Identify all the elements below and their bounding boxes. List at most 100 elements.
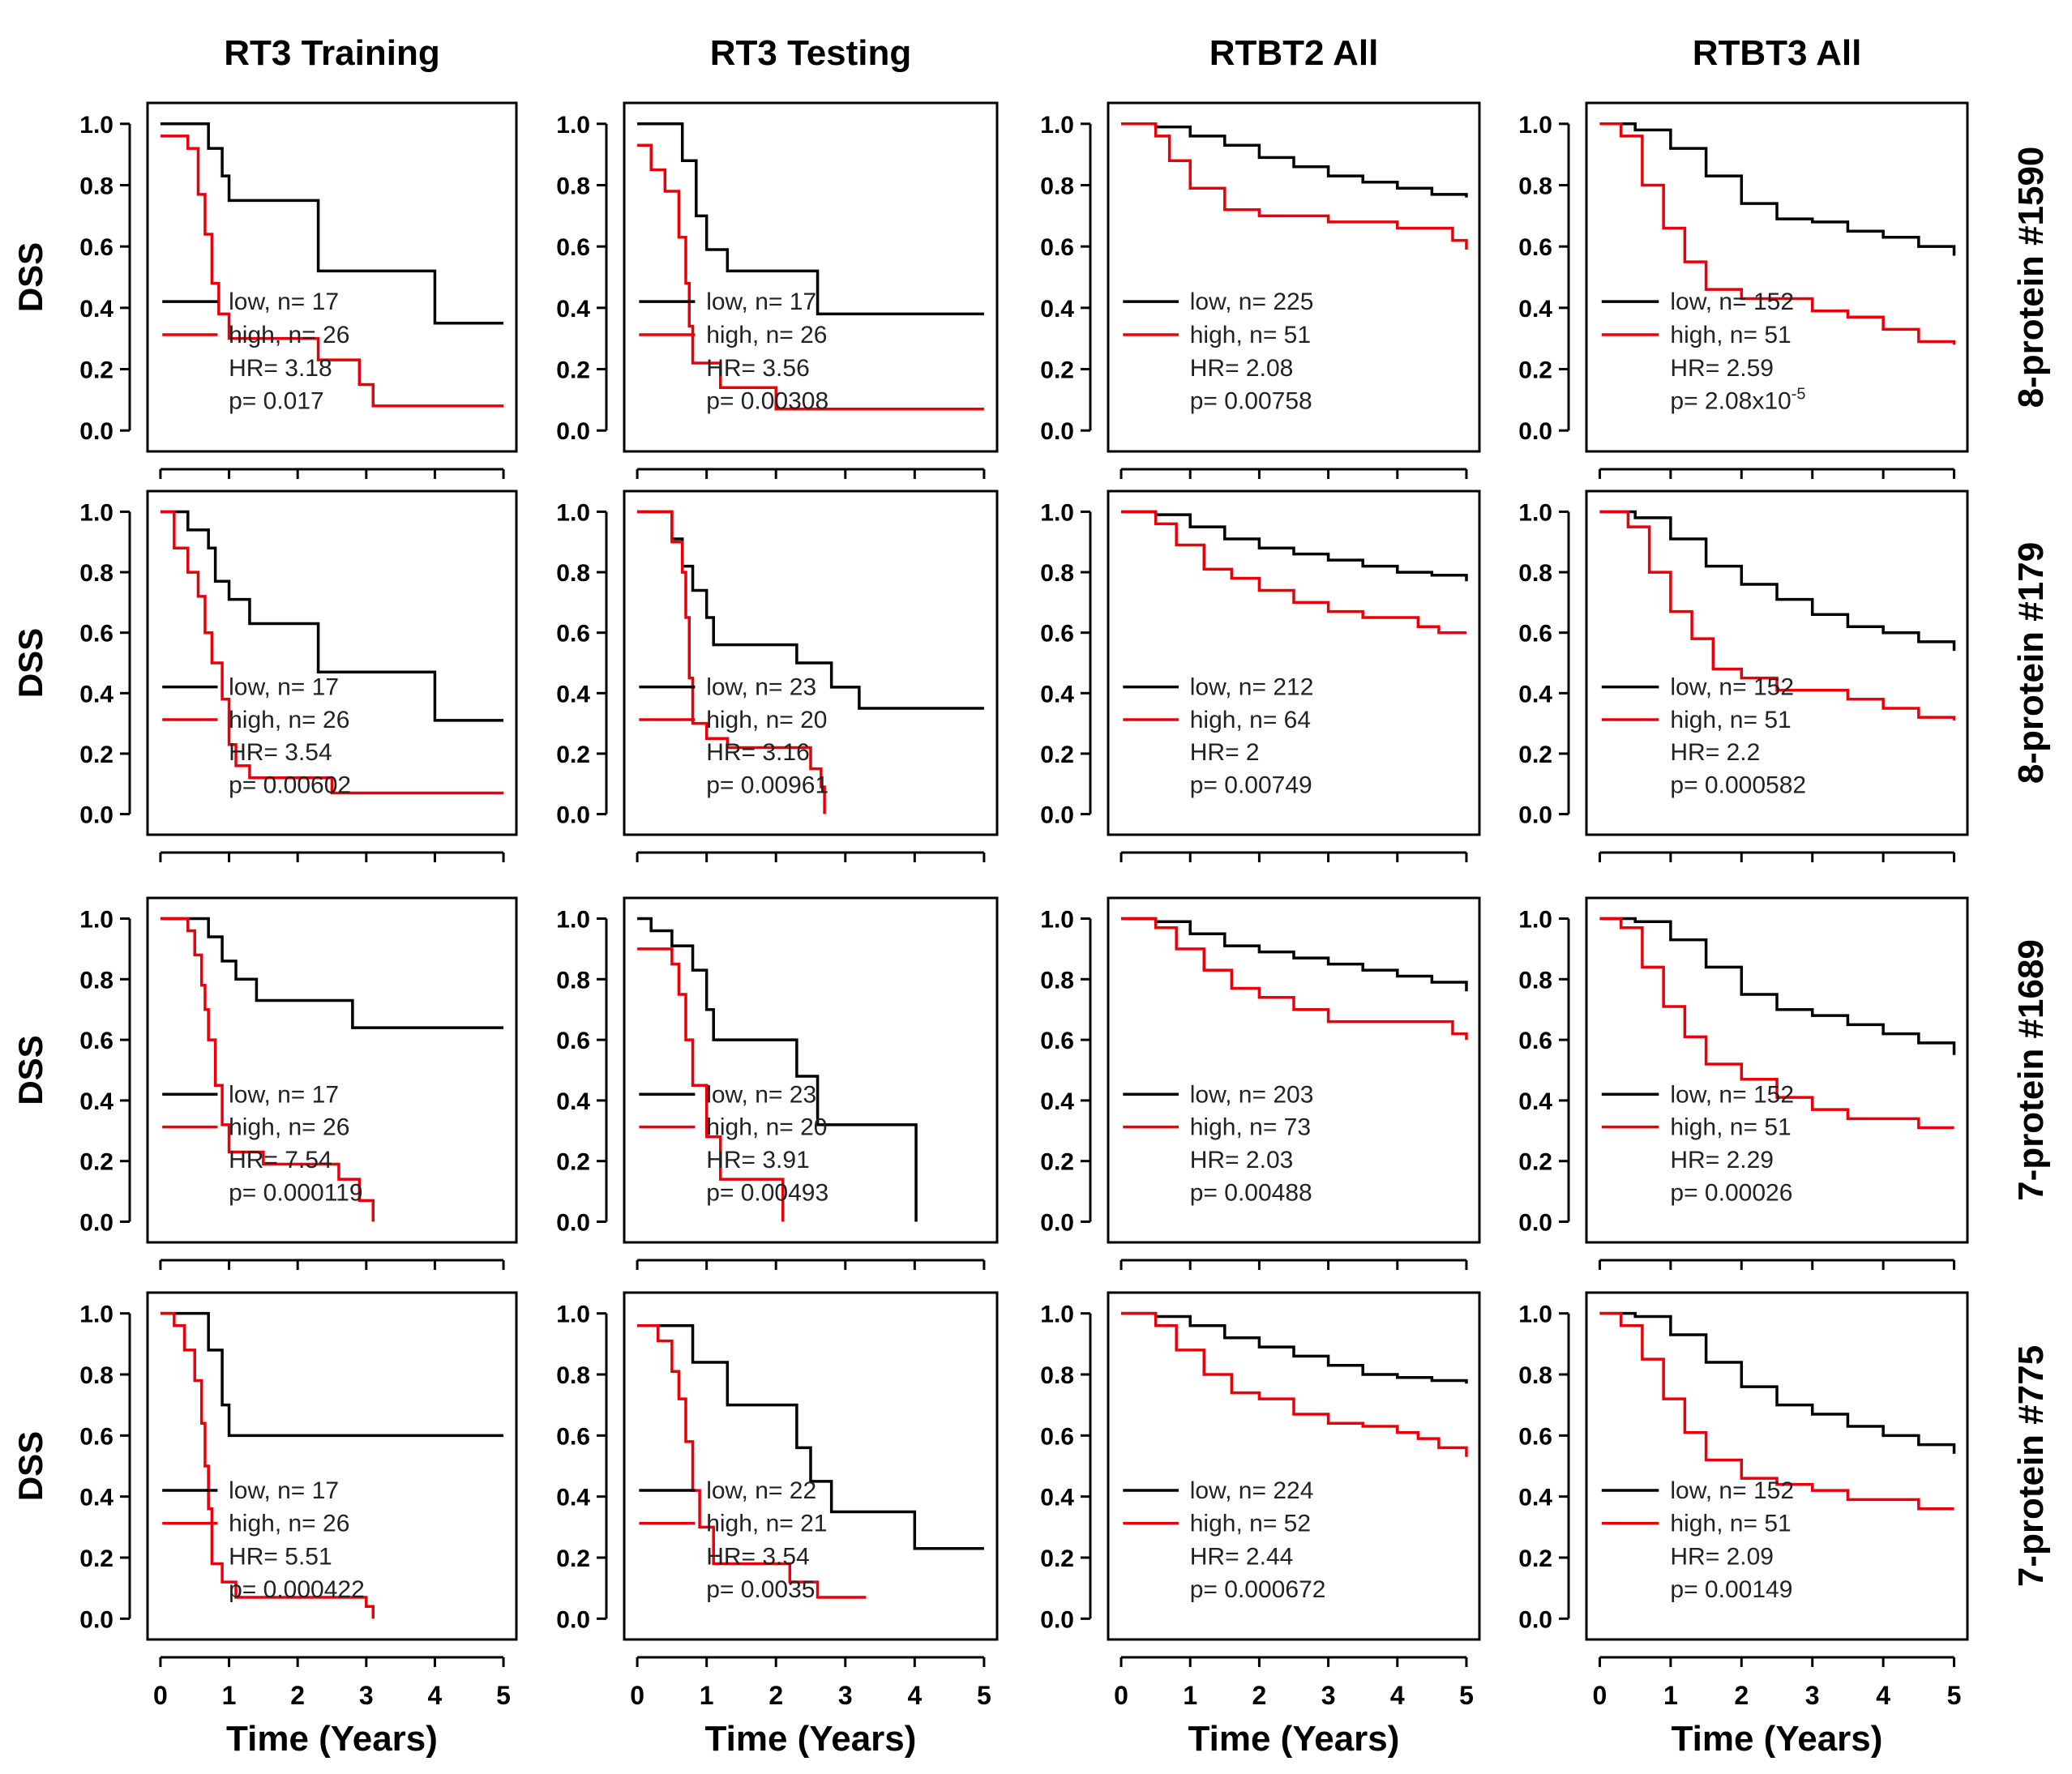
y-tick-label: 0.2 bbox=[79, 1149, 113, 1176]
x-tick-label: 0 bbox=[630, 1681, 644, 1710]
x-tick-label: 5 bbox=[977, 1681, 991, 1710]
legend-text: p= 0.00149 bbox=[1670, 1576, 1792, 1603]
y-tick-label: 0.6 bbox=[556, 234, 590, 261]
y-tick-label: 0.2 bbox=[1518, 357, 1552, 384]
y-tick-label: 0.4 bbox=[1518, 681, 1552, 707]
km-curve-low bbox=[160, 510, 504, 722]
y-tick-label: 1.0 bbox=[556, 1302, 590, 1328]
y-tick-label: 0.6 bbox=[1518, 1028, 1552, 1054]
km-panel: 0.0 0.2 0.4 0.6 0.8 1.0 low, n= 17 high, n= 26 H… bbox=[79, 896, 518, 1270]
legend-text: p= 0.00308 bbox=[706, 388, 828, 415]
y-tick-label: 0.2 bbox=[1040, 1545, 1074, 1572]
y-tick-label: 1.0 bbox=[556, 499, 590, 526]
y-tick-label: 0.6 bbox=[1518, 1423, 1552, 1450]
km-panel: 0.0 0.2 0.4 0.6 0.8 1.0 low, n= 152 high, n= 51… bbox=[1518, 896, 1969, 1270]
legend-text: p= 0.00602 bbox=[229, 772, 351, 799]
legend-text: HR= 3.54 bbox=[229, 739, 332, 766]
legend-text: low, n= 17 bbox=[229, 289, 339, 315]
column-title: RT3 Training bbox=[224, 33, 439, 73]
y-tick-label: 1.0 bbox=[79, 907, 113, 934]
y-tick-label: 0.2 bbox=[556, 1149, 590, 1176]
y-tick-label: 0.6 bbox=[556, 1423, 590, 1450]
km-curve-high bbox=[1121, 122, 1468, 250]
y-tick-label: 0.6 bbox=[79, 621, 113, 648]
km-curve-high bbox=[160, 917, 375, 1222]
legend-text: p= 0.00488 bbox=[1190, 1179, 1312, 1206]
plot-frame bbox=[623, 896, 999, 1244]
y-tick-label: 1.0 bbox=[1040, 112, 1074, 139]
y-tick-label: 0.2 bbox=[1518, 1149, 1552, 1176]
km-curve-high bbox=[1121, 917, 1468, 1041]
y-tick-label: 0.2 bbox=[1040, 742, 1074, 768]
legend-text: low, n= 212 bbox=[1190, 674, 1314, 701]
y-tick-label: 1.0 bbox=[1518, 499, 1552, 526]
y-tick-label: 0.8 bbox=[1518, 560, 1552, 587]
y-tick-label: 0.0 bbox=[556, 802, 590, 829]
legend-superscript: -5 bbox=[1792, 386, 1806, 404]
km-panel: 0.0 0.2 0.4 0.6 0.8 1.0 low, n= 203 high, n= 73… bbox=[1040, 896, 1481, 1270]
y-tick-label: 1.0 bbox=[556, 112, 590, 139]
y-tick-label: 1.0 bbox=[1040, 907, 1074, 934]
y-tick-label: 0.4 bbox=[556, 1088, 590, 1115]
legend-text: HR= 2.2 bbox=[1670, 739, 1760, 766]
y-tick-label: 0.8 bbox=[79, 560, 113, 587]
y-tick-label: 0.8 bbox=[1040, 173, 1074, 199]
y-tick-label: 0.8 bbox=[1518, 173, 1552, 199]
y-tick-label: 0.8 bbox=[556, 560, 590, 587]
y-tick-label: 0.8 bbox=[79, 1362, 113, 1389]
y-tick-label: 0.6 bbox=[1518, 234, 1552, 261]
km-curve-high bbox=[160, 135, 504, 408]
legend-text: low, n= 224 bbox=[1190, 1477, 1314, 1504]
km-curve-high bbox=[1599, 917, 1954, 1130]
y-tick-label: 0.4 bbox=[1040, 296, 1074, 323]
y-tick-label: 0.6 bbox=[1040, 1423, 1074, 1450]
legend-text: p= 0.000119 bbox=[229, 1179, 362, 1206]
km-curve-low bbox=[160, 1311, 504, 1438]
legend-text: HR= 2.29 bbox=[1670, 1147, 1774, 1173]
x-tick-label: 3 bbox=[1805, 1681, 1820, 1710]
km-panel: 0.0 0.2 0.4 0.6 0.8 1.0 0 1 2 3 4 5 low, n= 152 high,… bbox=[1518, 1291, 1969, 1710]
y-tick-label: 0.0 bbox=[1040, 802, 1074, 829]
km-panel: 0.0 0.2 0.4 0.6 0.8 1.0 0 1 2 3 4 5 low, n= 224 high,… bbox=[1040, 1291, 1481, 1710]
x-tick-label: 2 bbox=[1252, 1681, 1267, 1710]
y-tick-label: 0.8 bbox=[1518, 1362, 1552, 1389]
y-tick-label: 0.6 bbox=[79, 1028, 113, 1054]
km-curve-low bbox=[1121, 1311, 1468, 1384]
y-tick-label: 0.0 bbox=[79, 418, 113, 445]
y-tick-label: 0.4 bbox=[556, 681, 590, 707]
y-tick-label: 0.4 bbox=[1518, 1088, 1552, 1115]
km-panel: 0.0 0.2 0.4 0.6 0.8 1.0 low, n= 17 high, n= 26 H… bbox=[79, 489, 518, 862]
plot-frame bbox=[623, 489, 999, 836]
row-title: 7-protein #1689 bbox=[2011, 939, 2051, 1201]
km-curve-low bbox=[1599, 1311, 1956, 1454]
y-tick-label: 1.0 bbox=[1518, 1302, 1552, 1328]
legend-text: HR= 2.09 bbox=[1670, 1543, 1774, 1570]
y-axis-title: DSS bbox=[11, 628, 49, 698]
x-tick-label: 4 bbox=[428, 1681, 443, 1710]
km-curve-low bbox=[160, 122, 504, 325]
legend-text: high, n= 26 bbox=[229, 1511, 349, 1537]
y-tick-label: 0.4 bbox=[1040, 1485, 1074, 1511]
legend-text: HR= 2.08 bbox=[1190, 355, 1294, 382]
y-tick-label: 0.0 bbox=[556, 1606, 590, 1633]
column-title: RT3 Testing bbox=[710, 33, 912, 73]
legend-text: high, n= 26 bbox=[706, 322, 827, 348]
x-tick-label: 3 bbox=[1321, 1681, 1336, 1710]
x-axis-title: Time (Years) bbox=[705, 1719, 917, 1759]
km-panel: 0.0 0.2 0.4 0.6 0.8 1.0 0 1 2 3 4 5 low, n= 17 high, … bbox=[79, 1291, 518, 1710]
legend-text: low, n= 152 bbox=[1670, 289, 1794, 315]
y-tick-label: 0.2 bbox=[1518, 1545, 1552, 1572]
y-tick-label: 0.6 bbox=[1040, 1028, 1074, 1054]
legend-text: low, n= 152 bbox=[1670, 1081, 1794, 1108]
y-tick-label: 1.0 bbox=[1518, 907, 1552, 934]
legend-text: low, n= 23 bbox=[706, 1081, 816, 1108]
legend-text: low, n= 152 bbox=[1670, 674, 1794, 701]
y-tick-label: 0.8 bbox=[556, 967, 590, 994]
legend-text: high, n= 20 bbox=[706, 1114, 827, 1141]
x-tick-label: 3 bbox=[359, 1681, 374, 1710]
legend-text: p= 0.00749 bbox=[1190, 772, 1312, 799]
km-curve-high bbox=[637, 510, 826, 814]
km-curve-high bbox=[637, 1324, 867, 1599]
y-tick-label: 0.6 bbox=[556, 1028, 590, 1054]
legend-text: p= 0.00493 bbox=[706, 1179, 828, 1206]
